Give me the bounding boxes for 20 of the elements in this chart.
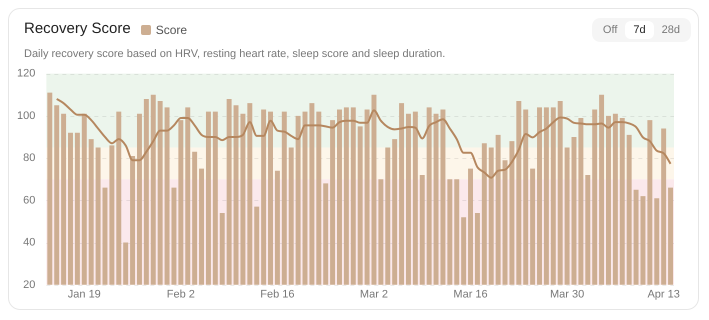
chart-title: Recovery Score [24, 20, 131, 37]
legend-label: Score [156, 23, 188, 37]
y-tick-label: 40 [23, 236, 36, 249]
x-tick-label: Feb 2 [166, 288, 195, 300]
line-series [56, 98, 672, 179]
x-tick-label: Apr 13 [647, 288, 680, 300]
chart-subtitle: Daily recovery score based on HRV, resting heart rate, sleep score and sleep duration. [24, 48, 446, 60]
x-tick-label: Mar 30 [550, 288, 584, 300]
y-tick-label: 80 [23, 152, 36, 164]
y-tick-label: 120 [16, 68, 36, 80]
x-tick-label: Mar 16 [453, 288, 488, 300]
y-tick-label: 100 [16, 110, 36, 122]
x-tick-label: Mar 2 [360, 288, 388, 300]
text: 28d [660, 23, 681, 38]
x-tick-label: Jan 19 [68, 288, 101, 300]
text: Off [602, 23, 618, 38]
y-tick-label: 60 [23, 194, 36, 206]
text: 7d [625, 21, 654, 39]
y-tick-label: 20 [23, 278, 36, 291]
x-tick-label: Feb 16 [260, 288, 295, 300]
